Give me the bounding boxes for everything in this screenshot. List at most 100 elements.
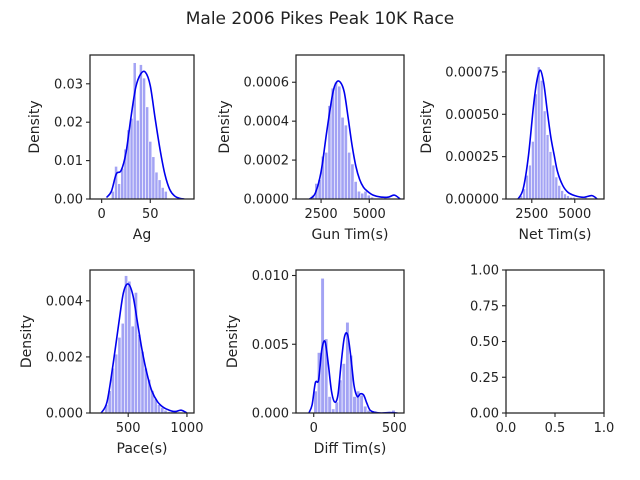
y-tick-label: 0.00000 bbox=[445, 193, 499, 208]
histogram-bar bbox=[363, 405, 368, 413]
histogram-bar bbox=[163, 191, 168, 199]
axes-frame bbox=[89, 54, 195, 200]
x-axis-label: Gun Tim(s) bbox=[312, 227, 389, 243]
y-tick-label: 0.005 bbox=[252, 338, 289, 353]
histogram-bar bbox=[542, 110, 547, 199]
y-tick-label: 0.50 bbox=[470, 335, 499, 350]
kde-line bbox=[308, 80, 401, 199]
histogram-bar bbox=[528, 164, 532, 199]
histogram-bar bbox=[117, 183, 122, 199]
x-tick-label: 5000 bbox=[353, 207, 386, 222]
histogram-bar bbox=[554, 176, 559, 199]
axes-frame bbox=[505, 54, 605, 200]
histogram-bar bbox=[129, 118, 134, 199]
subplot-6: 0.0 0.5 1.0 0.00 0.25 0.50 0.75 1.00 bbox=[470, 264, 614, 437]
histogram-bar bbox=[157, 179, 162, 199]
histogram-bar bbox=[363, 190, 368, 199]
histogram-bar bbox=[139, 64, 143, 199]
x-tick-label: 50 bbox=[142, 207, 159, 222]
x-tick-label: 5000 bbox=[558, 207, 591, 222]
histogram-bar bbox=[534, 93, 538, 199]
histogram-bar bbox=[160, 187, 165, 199]
x-axis-label: Pace(s) bbox=[117, 441, 168, 457]
histogram-bar bbox=[324, 151, 329, 199]
plot-area bbox=[308, 277, 398, 413]
x-tick-label: 500 bbox=[116, 421, 141, 436]
plot-area bbox=[105, 62, 185, 199]
histogram-bar bbox=[145, 106, 150, 199]
histogram-bar bbox=[135, 119, 140, 199]
y-tick-label: 0.010 bbox=[252, 269, 289, 284]
histogram-bar bbox=[341, 363, 346, 413]
axes-frame bbox=[295, 54, 405, 200]
axes-frame bbox=[89, 269, 195, 414]
x-tick-label: 0.0 bbox=[496, 421, 517, 436]
histogram-bar bbox=[545, 134, 550, 199]
subplot-2: 2500 5000 0.0000 0.0002 0.0004 0.0006 Gun Tim(… bbox=[217, 54, 405, 243]
histogram-bar bbox=[148, 141, 153, 199]
y-tick-label: 0.00050 bbox=[445, 108, 499, 123]
histogram-bar bbox=[557, 185, 561, 199]
figure-title: Male 2006 Pikes Peak 10K Race bbox=[186, 9, 455, 29]
y-axis-label: Density bbox=[19, 315, 35, 368]
subplot-5: 0 500 0.000 0.005 0.010 Diff Tim(s) Density bbox=[225, 269, 407, 457]
histogram-bar bbox=[343, 124, 348, 199]
histogram-bar bbox=[525, 174, 529, 199]
x-tick-label: 0.5 bbox=[545, 421, 566, 436]
histogram-bar bbox=[340, 116, 345, 199]
histogram-bar bbox=[327, 396, 332, 413]
x-tick-label: 2500 bbox=[515, 207, 548, 222]
x-axis-label: Net Tim(s) bbox=[519, 227, 592, 243]
histogram-bar bbox=[353, 181, 358, 199]
kde-line bbox=[517, 69, 598, 199]
x-tick-label: 0 bbox=[98, 207, 106, 222]
histogram-bar bbox=[391, 409, 396, 413]
histogram-bar bbox=[357, 190, 361, 199]
y-tick-label: 0.02 bbox=[54, 116, 83, 131]
y-tick-label: 0.0002 bbox=[244, 154, 290, 169]
subplot-1: 0 50 0.00 0.01 0.02 0.03 Ag Density bbox=[27, 54, 195, 243]
subplot-4: 500 1000 0.000 0.002 0.004 Pace(s) Density bbox=[19, 269, 203, 457]
histogram-bar bbox=[334, 81, 338, 199]
histogram-bar bbox=[531, 141, 535, 199]
plot-area bbox=[517, 66, 598, 199]
histogram-bar bbox=[360, 192, 365, 199]
y-axis-label: Density bbox=[419, 100, 435, 153]
subplot-3: 2500 5000 0.00000 0.00025 0.00050 0.00075 Net … bbox=[419, 54, 605, 243]
y-tick-label: 0.000 bbox=[252, 407, 289, 422]
histogram-bar bbox=[350, 163, 355, 199]
y-axis-label: Density bbox=[217, 100, 233, 153]
y-tick-label: 0.0000 bbox=[244, 193, 290, 208]
x-tick-label: 500 bbox=[382, 421, 407, 436]
y-axis-label: Density bbox=[225, 315, 241, 368]
x-tick-label: 1.0 bbox=[594, 421, 615, 436]
y-tick-label: 0.00 bbox=[470, 407, 499, 422]
y-tick-label: 0.0004 bbox=[244, 115, 290, 130]
y-tick-label: 0.0006 bbox=[244, 76, 290, 91]
y-tick-label: 0.000 bbox=[46, 407, 83, 422]
x-axis-label: Diff Tim(s) bbox=[314, 441, 387, 457]
y-tick-label: 0.00025 bbox=[445, 150, 499, 165]
histogram-bar bbox=[548, 151, 553, 199]
histogram-bar bbox=[560, 190, 564, 199]
histogram-bar bbox=[551, 164, 556, 199]
histogram-bar bbox=[120, 167, 125, 199]
y-tick-label: 1.00 bbox=[470, 264, 499, 279]
x-tick-label: 2500 bbox=[305, 207, 338, 222]
histogram-bar bbox=[117, 336, 122, 413]
histogram-bar bbox=[539, 80, 544, 199]
histogram-bar bbox=[124, 275, 129, 413]
x-tick-label: 1000 bbox=[170, 421, 203, 436]
x-axis-label: Ag bbox=[133, 227, 151, 243]
histogram-bar bbox=[347, 151, 352, 199]
histogram-bar bbox=[114, 353, 119, 413]
kde-line bbox=[100, 283, 188, 413]
histogram-bar bbox=[334, 401, 339, 413]
histogram-bar bbox=[114, 166, 118, 199]
y-tick-label: 0.00 bbox=[54, 193, 83, 208]
histogram-bar bbox=[127, 280, 132, 413]
y-tick-label: 0.002 bbox=[46, 350, 83, 365]
y-axis-label: Density bbox=[27, 100, 43, 153]
